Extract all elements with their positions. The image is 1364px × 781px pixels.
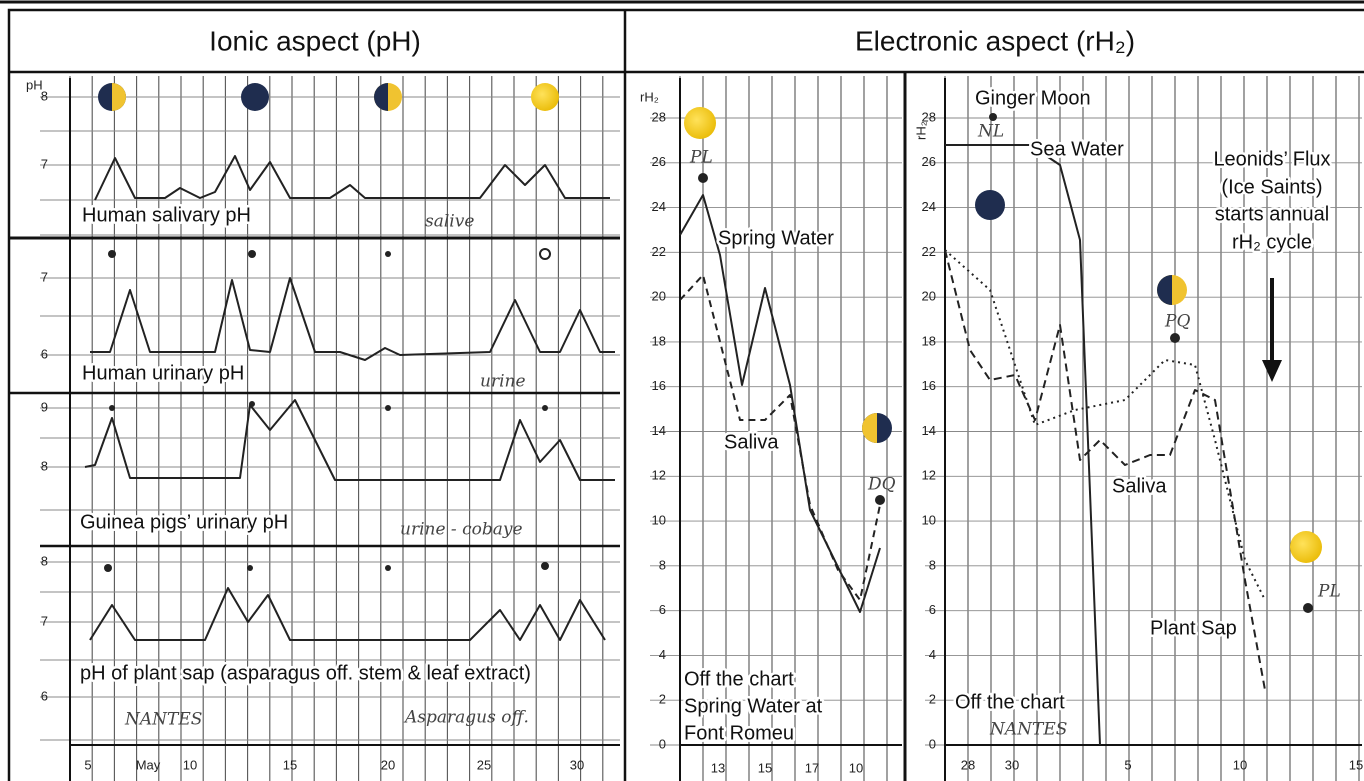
- figure: Ionic aspect (pH) Electronic aspect (rH₂…: [0, 0, 1364, 781]
- y-tick-label: 6: [659, 602, 666, 617]
- x-tick-label: 20: [381, 757, 395, 772]
- label: Off the chart: [684, 668, 794, 690]
- y-tick-label: 28: [922, 109, 936, 124]
- label: Human salivary pH: [82, 204, 251, 226]
- label: Guinea pigs’ urinary pH: [80, 511, 288, 533]
- y-tick-label: 7: [41, 156, 48, 171]
- y-tick-label: 10: [652, 513, 666, 528]
- y-tick-label: 9: [41, 399, 48, 414]
- label: Font Romeu: [684, 722, 794, 744]
- x-tick-label: 5: [1124, 757, 1131, 772]
- y-tick-label: 14: [922, 423, 936, 438]
- handwriting: NANTES: [124, 710, 202, 730]
- y-tick-label: 18: [922, 333, 936, 348]
- y-tick-label: 8: [41, 553, 48, 568]
- label: Off the chart: [955, 691, 1065, 713]
- label: Spring Water at: [684, 695, 823, 717]
- y-tick-label: 28: [652, 109, 666, 124]
- phase: PL: [1317, 582, 1341, 602]
- label: rH₂ cycle: [1232, 231, 1312, 253]
- y-tick-label: 0: [929, 736, 936, 751]
- x-tick-label: 13: [711, 760, 725, 775]
- y-tick-label: 6: [929, 602, 936, 617]
- y-tick-label: 2: [929, 692, 936, 707]
- y-tick-label: 6: [41, 688, 48, 703]
- label: Plant Sap: [1150, 617, 1237, 639]
- label: Spring Water: [718, 227, 834, 249]
- title: Ionic aspect (pH): [209, 25, 421, 56]
- y-tick-label: 22: [922, 244, 936, 259]
- y-tick-label: 7: [41, 613, 48, 628]
- y-tick-label: 12: [652, 468, 666, 483]
- y-tick-label: 16: [922, 378, 936, 393]
- handwriting: Asparagus off.: [403, 708, 529, 728]
- label: (Ice Saints): [1221, 176, 1322, 198]
- y-tick-label: 24: [922, 199, 936, 214]
- y-tick-label: 26: [652, 154, 666, 169]
- y-tick-label: 22: [652, 244, 666, 259]
- label: Leonids’ Flux: [1213, 148, 1330, 170]
- y-tick-label: 7: [41, 269, 48, 284]
- x-tick-label: 30: [1005, 757, 1019, 772]
- label: starts annual: [1215, 203, 1330, 225]
- y-tick-label: 4: [929, 647, 936, 662]
- x-tick-label: 15: [283, 757, 297, 772]
- phase: PL: [689, 148, 713, 168]
- x-tick-label: 15: [758, 760, 772, 775]
- x-tick-label: 10: [1233, 757, 1247, 772]
- y-tick-label: 20: [922, 289, 936, 304]
- phase: PQ: [1164, 312, 1190, 332]
- label: Human urinary pH: [82, 362, 244, 384]
- y-tick-label: 8: [41, 458, 48, 473]
- x-tick-label: 15: [1349, 757, 1363, 772]
- label: Ginger Moon: [975, 87, 1091, 109]
- y-tick-label: 14: [652, 423, 666, 438]
- y-tick-label: 0: [659, 736, 666, 751]
- handwriting: NANTES: [989, 720, 1067, 740]
- y-tick-label: 26: [922, 154, 936, 169]
- y-tick-label: 8: [659, 557, 666, 572]
- label: Sea Water: [1030, 138, 1124, 160]
- title: Electronic aspect (rH₂): [855, 25, 1135, 56]
- handwriting: urine: [480, 372, 526, 392]
- phase: DQ: [867, 475, 896, 495]
- axis-label: rH₂: [640, 89, 659, 104]
- y-tick-label: 18: [652, 333, 666, 348]
- y-tick-label: 8: [41, 88, 48, 103]
- y-tick-label: 6: [41, 346, 48, 361]
- y-tick-label: 24: [652, 199, 666, 214]
- handwriting: urine - cobaye: [400, 520, 523, 540]
- y-tick-label: 4: [659, 647, 666, 662]
- x-tick-label: May: [136, 757, 161, 772]
- y-tick-label: 16: [652, 378, 666, 393]
- y-tick-label: 2: [659, 692, 666, 707]
- x-tick-label: 5: [84, 757, 91, 772]
- label: Saliva: [724, 431, 779, 453]
- x-tick-label: 10: [849, 760, 863, 775]
- handwriting: salive: [425, 212, 474, 232]
- phase: NL: [977, 122, 1004, 142]
- y-tick-label: 12: [922, 468, 936, 483]
- y-tick-label: 20: [652, 289, 666, 304]
- x-tick-label: 17: [805, 760, 819, 775]
- x-tick-label: 28: [961, 757, 975, 772]
- y-tick-label: 8: [929, 557, 936, 572]
- x-tick-label: 30: [570, 757, 584, 772]
- x-tick-label: 10: [183, 757, 197, 772]
- label: Saliva: [1112, 475, 1167, 497]
- label: pH of plant sap (asparagus off. stem & l…: [80, 662, 531, 684]
- y-tick-label: 10: [922, 513, 936, 528]
- x-tick-label: 25: [477, 757, 491, 772]
